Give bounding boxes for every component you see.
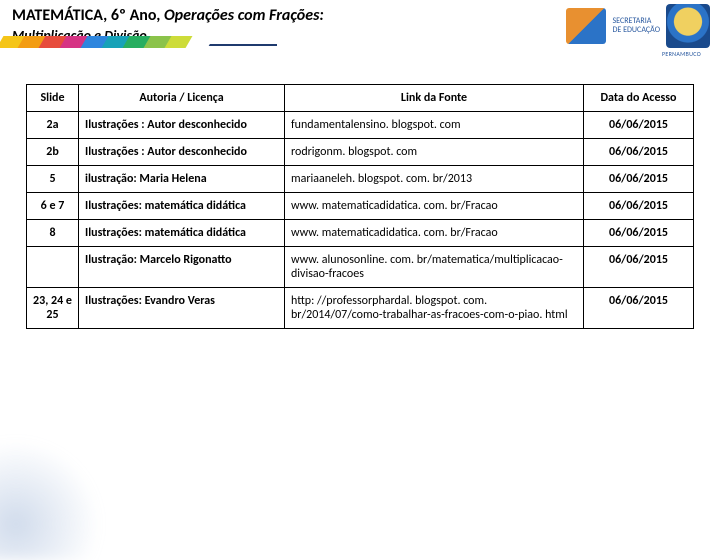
cell-data: 06/06/2015: [584, 288, 694, 329]
col-header-slide: Slide: [27, 85, 79, 112]
cell-data: 06/06/2015: [584, 220, 694, 247]
table-row: 2aIlustrações : Autor desconhecidofundam…: [27, 112, 694, 139]
cell-data: 06/06/2015: [584, 112, 694, 139]
chevron-icon: [186, 36, 215, 48]
table-row: 23, 24 e 25Ilustrações: Evandro Verashtt…: [27, 288, 694, 329]
table-row: 5ilustração: Maria Helenamariaaneleh. bl…: [27, 166, 694, 193]
cell-data: 06/06/2015: [584, 139, 694, 166]
cell-slide: 8: [27, 220, 79, 247]
cell-slide: 6 e 7: [27, 193, 79, 220]
pernambuco-crest-icon: [666, 4, 710, 48]
cell-data: 06/06/2015: [584, 193, 694, 220]
cell-slide: 5: [27, 166, 79, 193]
table-row: 2bIlustrações : Autor desconhecidorodrig…: [27, 139, 694, 166]
cell-autoria: Ilustrações: Evandro Veras: [79, 288, 285, 329]
cell-link: www. matematicadidatica. com. br/Fracao: [285, 193, 584, 220]
table-header-row: Slide Autoria / Licença Link da Fonte Da…: [27, 85, 694, 112]
cell-autoria: Ilustrações : Autor desconhecido: [79, 139, 285, 166]
cell-link: fundamentalensino. blogspot. com: [285, 112, 584, 139]
col-header-autoria: Autoria / Licença: [79, 85, 285, 112]
cell-link: www. alunosonline. com. br/matematica/mu…: [285, 247, 584, 288]
logo-area: SECRETARIA DE EDUCAÇÃO: [566, 4, 710, 48]
cell-autoria: Ilustrações : Autor desconhecido: [79, 112, 285, 139]
cell-data: 06/06/2015: [584, 247, 694, 288]
cell-link: rodrigonm. blogspot. com: [285, 139, 584, 166]
table-row: 6 e 7Ilustrações: matemática didáticawww…: [27, 193, 694, 220]
table-row: 8Ilustrações: matemática didáticawww. ma…: [27, 220, 694, 247]
cell-autoria: Ilustrações: matemática didática: [79, 220, 285, 247]
cell-autoria: Ilustrações: matemática didática: [79, 193, 285, 220]
slide-header: MATEMÁTICA, 6º Ano, Operações com Fraçõe…: [0, 0, 720, 60]
col-header-data: Data do Acesso: [584, 85, 694, 112]
cell-link: http: //professorphardal. blogspot. com.…: [285, 288, 584, 329]
content-area: Slide Autoria / Licença Link da Fonte Da…: [0, 60, 720, 339]
title-italic: Operações com Frações:: [164, 6, 324, 25]
cell-autoria: ilustração: Maria Helena: [79, 166, 285, 193]
cell-data: 06/06/2015: [584, 166, 694, 193]
cell-link: www. matematicadidatica. com. br/Fracao: [285, 220, 584, 247]
cell-slide: 23, 24 e 25: [27, 288, 79, 329]
col-header-link: Link da Fonte: [285, 85, 584, 112]
table-row: Ilustração: Marcelo Rigonattowww. alunos…: [27, 247, 694, 288]
cell-link: mariaaneleh. blogspot. com. br/2013: [285, 166, 584, 193]
title-prefix: MATEMÁTICA, 6º Ano,: [12, 6, 164, 25]
decorative-blur: [0, 440, 100, 560]
references-table: Slide Autoria / Licença Link da Fonte Da…: [26, 84, 694, 329]
cell-slide: [27, 247, 79, 288]
secretaria-logo-text: SECRETARIA DE EDUCAÇÃO: [612, 17, 660, 35]
cell-slide: 2b: [27, 139, 79, 166]
secretaria-logo-icon: [566, 8, 606, 44]
header-chevrons: [0, 36, 210, 48]
table-body: 2aIlustrações : Autor desconhecidofundam…: [27, 112, 694, 329]
logo-text-line2: DE EDUCAÇÃO: [612, 26, 660, 35]
cell-slide: 2a: [27, 112, 79, 139]
cell-autoria: Ilustração: Marcelo Rigonatto: [79, 247, 285, 288]
